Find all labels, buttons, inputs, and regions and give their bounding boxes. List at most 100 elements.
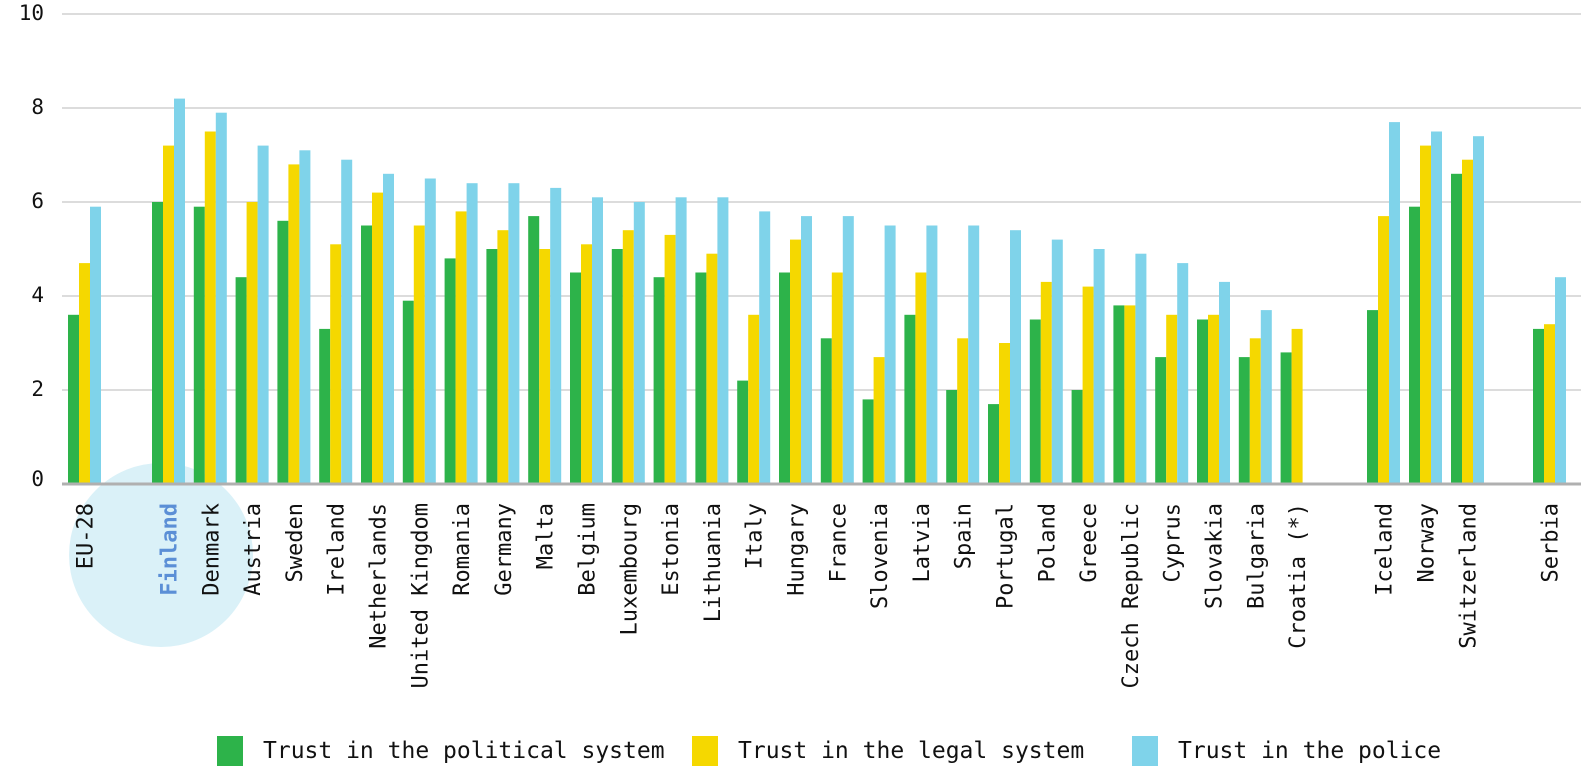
category-label-portugal: Portugal bbox=[994, 503, 1019, 609]
bar-finland-trust-in-the-police bbox=[174, 98, 185, 484]
category-label-romania: Romania bbox=[450, 503, 475, 596]
bar-france-trust-in-the-political-system bbox=[820, 338, 832, 484]
bar-belgium-trust-in-the-police bbox=[592, 197, 603, 485]
category-label-cyprus: Cyprus bbox=[1161, 503, 1186, 582]
category-labels: EU-28 Finland Denmark Austria Sweden Ireland N… bbox=[74, 503, 1564, 688]
bar-latvia-trust-in-the-legal-system bbox=[915, 272, 927, 484]
bar-portugal-trust-in-the-political-system bbox=[988, 404, 999, 484]
bar-latvia-trust-in-the-police bbox=[926, 225, 938, 484]
category-label-bulgaria: Bulgaria bbox=[1244, 503, 1269, 609]
bars bbox=[68, 98, 1566, 485]
grid-lines bbox=[62, 13, 1581, 391]
bar-spain-trust-in-the-political-system bbox=[946, 390, 958, 484]
bar-malta-trust-in-the-political-system bbox=[528, 216, 540, 484]
category-label-poland: Poland bbox=[1035, 503, 1060, 582]
bar-united-kingdom-trust-in-the-police bbox=[424, 178, 436, 484]
bar-greece-trust-in-the-political-system bbox=[1071, 390, 1083, 484]
bar-eu-28-trust-in-the-police bbox=[90, 206, 101, 484]
bar-slovenia-trust-in-the-political-system bbox=[862, 399, 874, 484]
bar-united-kingdom-trust-in-the-political-system bbox=[402, 300, 414, 484]
bar-france-trust-in-the-police bbox=[842, 216, 854, 484]
category-label-sweden: Sweden bbox=[283, 503, 308, 582]
y-tick-labels: 0 2 4 6 8 10 bbox=[19, 1, 44, 491]
highlight-layer bbox=[69, 463, 253, 647]
bar-cyprus-trust-in-the-police bbox=[1177, 263, 1189, 484]
bar-finland-trust-in-the-political-system bbox=[152, 202, 163, 484]
bar-slovakia-trust-in-the-legal-system bbox=[1208, 314, 1219, 484]
legend: Trust in the political system Trust in t… bbox=[0, 730, 1581, 772]
bar-italy-trust-in-the-political-system bbox=[737, 380, 749, 484]
bar-ireland-trust-in-the-legal-system bbox=[330, 244, 342, 484]
bar-slovenia-trust-in-the-police bbox=[884, 225, 896, 484]
category-label-denmark: Denmark bbox=[199, 503, 224, 596]
bar-portugal-trust-in-the-police bbox=[1010, 230, 1021, 484]
legend-item-legal: Trust in the legal system bbox=[692, 734, 1084, 768]
bar-chart: 0 2 4 6 8 10 EU-28 Finland Denmark Austria Sweden… bbox=[19, 1, 1581, 688]
category-label-italy: Italy bbox=[743, 503, 768, 569]
bar-belgium-trust-in-the-political-system bbox=[570, 272, 581, 484]
bar-lithuania-trust-in-the-political-system bbox=[695, 272, 707, 484]
y-tick-label: 2 bbox=[31, 377, 44, 401]
bar-portugal-trust-in-the-legal-system bbox=[999, 343, 1010, 484]
category-label-luxembourg: Luxembourg bbox=[617, 503, 642, 635]
category-label-greece: Greece bbox=[1077, 503, 1102, 582]
bar-romania-trust-in-the-police bbox=[466, 183, 478, 484]
category-label-france: France bbox=[826, 503, 851, 582]
bar-serbia-trust-in-the-political-system bbox=[1533, 328, 1544, 484]
bar-latvia-trust-in-the-political-system bbox=[904, 314, 916, 484]
bar-lithuania-trust-in-the-police bbox=[717, 197, 729, 485]
bar-luxembourg-trust-in-the-political-system bbox=[611, 249, 623, 484]
bar-slovakia-trust-in-the-political-system bbox=[1197, 319, 1208, 484]
bar-serbia-trust-in-the-legal-system bbox=[1544, 324, 1555, 484]
bar-germany-trust-in-the-police bbox=[508, 183, 520, 484]
bar-united-kingdom-trust-in-the-legal-system bbox=[413, 225, 425, 484]
category-label-slovenia: Slovenia bbox=[868, 503, 893, 609]
y-tick-label: 10 bbox=[19, 1, 44, 25]
category-label-austria: Austria bbox=[241, 503, 266, 596]
bar-austria-trust-in-the-legal-system bbox=[246, 202, 258, 484]
legend-swatch-political bbox=[217, 736, 243, 766]
bar-slovenia-trust-in-the-legal-system bbox=[873, 357, 885, 484]
bar-slovakia-trust-in-the-police bbox=[1219, 281, 1230, 484]
bar-serbia-trust-in-the-police bbox=[1555, 277, 1566, 484]
bar-sweden-trust-in-the-police bbox=[299, 150, 311, 485]
legend-label-legal: Trust in the legal system bbox=[738, 738, 1085, 764]
bar-luxembourg-trust-in-the-police bbox=[633, 202, 645, 484]
bar-norway-trust-in-the-political-system bbox=[1409, 206, 1420, 484]
bar-croatia-trust-in-the-political-system bbox=[1280, 352, 1292, 484]
bar-switzerland-trust-in-the-political-system bbox=[1451, 173, 1462, 485]
bar-bulgaria-trust-in-the-political-system bbox=[1238, 357, 1250, 484]
category-label-spain: Spain bbox=[952, 503, 977, 569]
bar-italy-trust-in-the-legal-system bbox=[748, 314, 760, 484]
bar-estonia-trust-in-the-police bbox=[675, 197, 687, 485]
bar-malta-trust-in-the-legal-system bbox=[539, 249, 551, 484]
bar-estonia-trust-in-the-political-system bbox=[653, 277, 665, 484]
bar-ireland-trust-in-the-political-system bbox=[319, 328, 331, 484]
category-label-latvia: Latvia bbox=[910, 503, 935, 582]
category-label-czech-republic: Czech Republic bbox=[1119, 503, 1144, 688]
category-label-eu-28: EU-28 bbox=[74, 503, 99, 569]
category-label-switzerland: Switzerland bbox=[1457, 503, 1482, 649]
bar-czech-republic-trust-in-the-police bbox=[1135, 253, 1147, 484]
bar-iceland-trust-in-the-legal-system bbox=[1378, 216, 1389, 484]
bar-greece-trust-in-the-legal-system bbox=[1082, 286, 1094, 484]
bar-hungary-trust-in-the-legal-system bbox=[790, 239, 801, 484]
highlight-circle bbox=[69, 463, 253, 647]
bar-ireland-trust-in-the-police bbox=[341, 159, 353, 484]
bar-poland-trust-in-the-legal-system bbox=[1040, 281, 1052, 484]
bar-norway-trust-in-the-legal-system bbox=[1420, 145, 1431, 484]
bar-norway-trust-in-the-police bbox=[1431, 131, 1442, 484]
category-label-serbia: Serbia bbox=[1539, 503, 1564, 582]
legend-item-political: Trust in the political system bbox=[217, 734, 665, 768]
bar-iceland-trust-in-the-police bbox=[1389, 122, 1400, 484]
bar-eu-28-trust-in-the-legal-system bbox=[79, 263, 90, 484]
bar-denmark-trust-in-the-political-system bbox=[193, 206, 205, 484]
category-label-croatia: Croatia (*) bbox=[1286, 503, 1311, 649]
bar-hungary-trust-in-the-political-system bbox=[779, 272, 790, 484]
y-tick-label: 6 bbox=[31, 189, 44, 213]
legend-label-political: Trust in the political system bbox=[263, 738, 665, 764]
bar-denmark-trust-in-the-legal-system bbox=[204, 131, 216, 484]
bar-france-trust-in-the-legal-system bbox=[831, 272, 843, 484]
bar-hungary-trust-in-the-police bbox=[801, 216, 812, 484]
category-label-finland: Finland bbox=[158, 503, 183, 596]
